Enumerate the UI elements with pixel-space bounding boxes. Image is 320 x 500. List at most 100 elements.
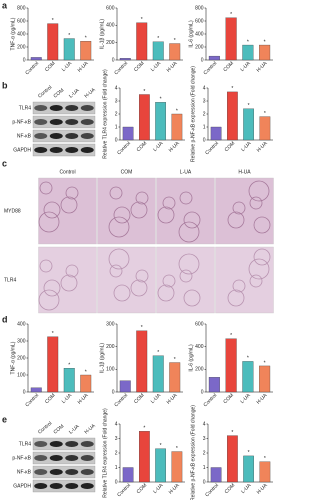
bar xyxy=(169,43,181,61)
y-tick-label: 800 xyxy=(195,5,204,11)
bar xyxy=(30,57,42,61)
y-tick-label: 200 xyxy=(106,40,115,46)
column-header: H-UA xyxy=(238,169,251,175)
y-tick-label: 600 xyxy=(195,321,204,327)
y-tick-label: 0 xyxy=(112,57,115,63)
y-axis-label: IL-6 (pg/mL) xyxy=(188,20,194,48)
bar xyxy=(122,126,134,141)
significance-mark: * xyxy=(52,331,54,337)
y-tick-label: 4 xyxy=(203,85,206,91)
blot-strip xyxy=(32,101,96,115)
micrograph xyxy=(38,177,97,245)
tissue-structure xyxy=(179,191,193,205)
bar xyxy=(119,58,131,61)
y-tick-label: 400 xyxy=(17,321,26,327)
y-tick-label: 200 xyxy=(106,344,115,350)
x-tick-label: H-UA xyxy=(166,60,179,73)
x-tick-label: Control xyxy=(116,483,132,499)
y-tick-label: 0 xyxy=(201,389,204,395)
y-tick-label: 4 xyxy=(115,421,118,427)
significance-mark: * xyxy=(68,33,70,39)
y-tick-label: 2 xyxy=(115,111,118,117)
bar xyxy=(243,455,254,483)
y-tick-label: 100 xyxy=(106,367,115,373)
tissue-structure xyxy=(253,216,271,234)
y-axis-label: Relative TLR4 expression (Fold change) xyxy=(102,69,108,159)
bar xyxy=(63,368,75,393)
blot-band xyxy=(80,483,94,489)
y-tick-label: 4 xyxy=(115,85,118,91)
bar xyxy=(139,431,150,483)
significance-mark: * xyxy=(248,103,250,109)
x-tick-label: L-UA xyxy=(240,140,253,153)
x-tick-label: H-UA xyxy=(168,140,181,153)
y-tick-label: 0 xyxy=(115,137,118,143)
lane-label: COM xyxy=(53,87,66,99)
bar xyxy=(155,448,166,483)
tissue-structure xyxy=(108,248,130,270)
y-tick-label: 400 xyxy=(195,31,204,37)
significance-mark: * xyxy=(264,456,266,462)
y-tick-label: 400 xyxy=(106,23,115,29)
tissue-structure xyxy=(38,289,60,311)
significance-mark: * xyxy=(143,426,145,432)
blot-band xyxy=(34,119,48,125)
tissue-structure xyxy=(249,196,263,210)
bar xyxy=(122,467,134,483)
y-axis-label: TNF-α (pg/mL) xyxy=(10,17,16,50)
band-label: TLR4 xyxy=(19,105,31,111)
tissue-structure xyxy=(135,191,149,205)
band-label: GAPDH xyxy=(13,147,31,153)
blot-band xyxy=(80,455,94,461)
bar xyxy=(169,362,181,393)
bar xyxy=(208,377,220,393)
y-tick-label: 600 xyxy=(195,18,204,24)
x-tick-label: H-UA xyxy=(256,140,269,153)
y-tick-label: 3 xyxy=(115,98,118,104)
bar xyxy=(119,380,131,393)
tissue-structure xyxy=(183,211,201,229)
x-tick-label: H-UA xyxy=(256,392,269,405)
micrograph xyxy=(97,246,156,314)
blot-strip xyxy=(32,479,96,493)
y-tick-label: 2 xyxy=(203,111,206,117)
tissue-structure xyxy=(183,289,201,307)
significance-mark: * xyxy=(264,39,266,45)
tissue-structure xyxy=(43,279,61,297)
tissue-structure xyxy=(227,289,245,307)
y-tick-label: 0 xyxy=(115,479,118,485)
tissue-structure xyxy=(162,196,176,210)
tissue-structure xyxy=(227,211,245,229)
bar xyxy=(259,116,271,141)
y-tick-label: 2 xyxy=(115,450,118,456)
x-tick-label: COM xyxy=(224,483,236,495)
bar xyxy=(208,55,220,61)
blot-strip xyxy=(32,437,96,451)
panel-label: c xyxy=(2,158,7,168)
significance-mark: * xyxy=(231,86,233,92)
blot-band xyxy=(80,133,94,139)
blot-band xyxy=(65,147,79,153)
x-tick-label: COM xyxy=(136,141,148,153)
tissue-structure xyxy=(39,259,53,273)
significance-mark: * xyxy=(264,111,266,117)
x-tick-label: COM xyxy=(136,483,148,495)
bar xyxy=(243,108,254,141)
tissue-structure xyxy=(39,181,53,195)
blot-band xyxy=(80,105,94,111)
significance-mark: * xyxy=(85,369,87,375)
tissue-structure xyxy=(65,186,79,200)
lane-label: H-UA xyxy=(84,423,98,436)
tissue-structure xyxy=(113,284,131,302)
x-tick-label: H-UA xyxy=(77,392,90,405)
y-tick-label: 0 xyxy=(23,57,26,63)
tissue-structure xyxy=(130,279,148,297)
x-tick-label: COM xyxy=(222,61,234,73)
blot-band xyxy=(49,441,63,447)
lane-label: Control xyxy=(37,421,53,436)
panel-label: d xyxy=(2,314,8,324)
significance-mark: * xyxy=(52,18,54,24)
significance-mark: * xyxy=(264,360,266,366)
bar xyxy=(225,338,237,393)
x-tick-label: H-UA xyxy=(256,60,269,73)
